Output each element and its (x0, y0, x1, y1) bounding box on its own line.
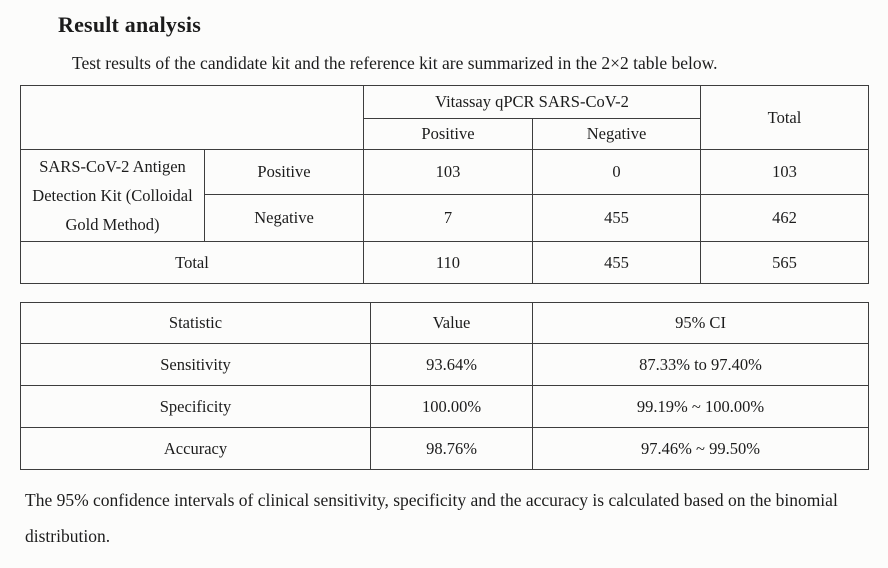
candidate-negative-label-cell: Negative (204, 194, 364, 242)
total-column-header-cell: Total (700, 85, 870, 150)
specificity-label-cell: Specificity (20, 385, 371, 428)
ref-negative-header-cell: Negative (531, 118, 702, 150)
cell-pos-pos: 103 (363, 148, 533, 196)
intro-paragraph: Test results of the candidate kit and th… (72, 53, 718, 73)
cell-neg-neg: 455 (531, 194, 702, 242)
table-row: Accuracy 98.76% 97.46% ~ 99.50% (20, 427, 869, 470)
cell-total-total: 565 (700, 241, 870, 284)
accuracy-value-cell: 98.76% (370, 427, 533, 470)
blank-corner-cell (20, 85, 364, 150)
cell-total-neg: 455 (531, 241, 702, 284)
cell-pos-total: 103 (700, 148, 870, 196)
cell-neg-pos: 7 (363, 194, 533, 242)
specificity-ci-cell: 99.19% ~ 100.00% (532, 385, 869, 428)
specificity-value-cell: 100.00% (370, 385, 533, 428)
candidate-positive-label-cell: Positive (204, 148, 364, 196)
total-row-label-cell: Total (20, 241, 364, 284)
ref-positive-header-cell: Positive (363, 118, 533, 150)
table-row: Total 110 455 565 (20, 241, 870, 284)
table-row: SARS-CoV-2 Antigen Detection Kit (Colloi… (20, 148, 870, 242)
value-header-cell: Value (370, 302, 533, 344)
cell-neg-total: 462 (700, 194, 870, 242)
candidate-kit-label-cell: SARS-CoV-2 Antigen Detection Kit (Colloi… (20, 149, 205, 242)
cell-pos-neg: 0 (531, 148, 702, 196)
ci-header-cell: 95% CI (532, 302, 869, 344)
sensitivity-label-cell: Sensitivity (20, 343, 371, 386)
accuracy-label-cell: Accuracy (20, 427, 371, 470)
statistics-table: Statistic Value 95% CI Sensitivity 93.64… (20, 302, 869, 470)
accuracy-ci-cell: 97.46% ~ 99.50% (532, 427, 869, 470)
sensitivity-ci-cell: 87.33% to 97.40% (532, 343, 869, 386)
table-row: Sensitivity 93.64% 87.33% to 97.40% (20, 343, 869, 386)
page-title: Result analysis (58, 12, 201, 37)
table-row: Specificity 100.00% 99.19% ~ 100.00% (20, 385, 869, 428)
sensitivity-value-cell: 93.64% (370, 343, 533, 386)
footnote-paragraph: The 95% confidence intervals of clinical… (25, 490, 838, 546)
statistic-header-cell: Statistic (20, 302, 371, 344)
reference-kit-header-cell: Vitassay qPCR SARS-CoV-2 (362, 85, 702, 119)
cell-total-pos: 110 (363, 241, 533, 284)
results-2x2-table: Vitassay qPCR SARS-CoV-2 Total Positive … (20, 85, 870, 284)
